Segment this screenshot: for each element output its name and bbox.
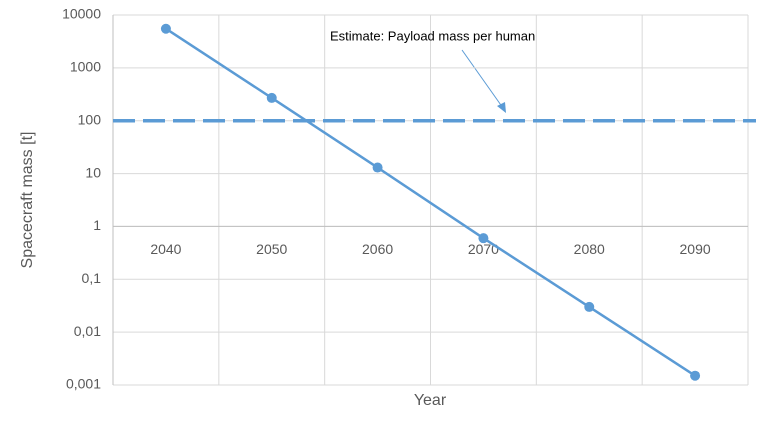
data-point [478,233,489,244]
y-axis-label: Spacecraft mass [t] [19,132,36,269]
annotation-arrowhead [497,102,506,113]
x-tick-label: 2060 [362,241,393,257]
x-tick-label: 2080 [574,241,605,257]
y-tick-label: 10000 [62,6,101,22]
annotation-arrow [461,49,504,109]
y-tick-label: 1 [93,217,101,233]
y-tick-label: 10 [85,164,101,180]
data-point [160,23,171,34]
x-tick-label: 2040 [150,241,181,257]
y-tick-label: 100 [78,111,102,127]
data-point [372,162,383,173]
data-point [584,301,595,312]
y-tick-label: 0,001 [66,376,101,392]
y-tick-label: 1000 [70,59,101,75]
series-line [165,27,696,377]
annotation: Estimate: Payload mass per human [330,28,535,43]
y-tick-label: 0,01 [74,323,101,339]
y-tick-label: 0,1 [82,270,102,286]
data-point [690,370,701,381]
x-tick-label: 2070 [468,241,499,257]
x-tick-label: 2050 [256,241,287,257]
x-tick-label: 2090 [680,241,711,257]
x-axis-label: Year [414,392,447,409]
data-point [266,92,277,103]
